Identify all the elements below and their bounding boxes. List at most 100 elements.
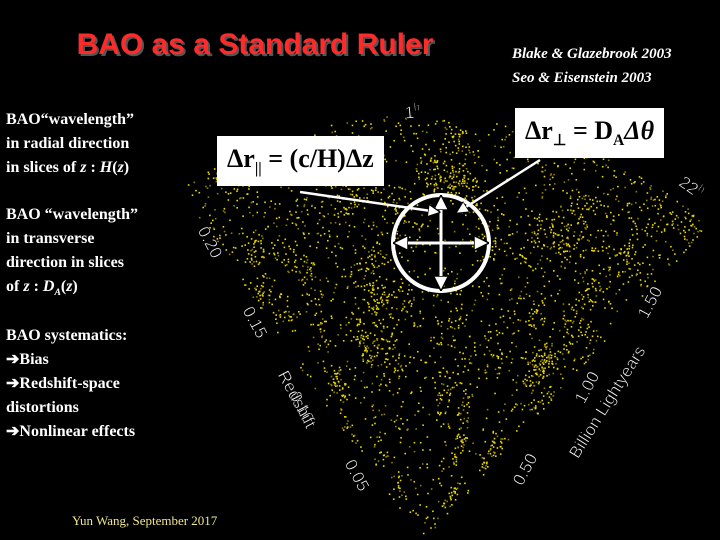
galaxy	[361, 355, 364, 357]
galaxy	[333, 214, 336, 216]
galaxy	[434, 251, 436, 254]
galaxy	[524, 382, 526, 385]
text: :	[86, 159, 100, 176]
galaxy	[356, 205, 358, 208]
galaxy	[385, 366, 388, 368]
galaxy	[294, 329, 297, 332]
galaxy	[376, 306, 379, 309]
galaxy	[636, 238, 639, 241]
galaxy	[449, 505, 452, 508]
galaxy	[376, 242, 378, 244]
galaxy	[233, 205, 235, 207]
galaxy	[301, 369, 304, 372]
galaxy	[551, 219, 553, 221]
galaxy	[545, 348, 547, 350]
galaxy	[608, 245, 611, 248]
galaxy	[509, 289, 512, 291]
galaxy	[317, 362, 319, 364]
galaxy	[446, 391, 448, 394]
galaxy	[505, 254, 508, 257]
galaxy	[310, 272, 313, 275]
galaxy	[416, 170, 418, 172]
galaxy	[439, 371, 442, 374]
galaxy	[351, 433, 353, 436]
galaxy	[490, 211, 492, 213]
galaxy	[348, 394, 351, 396]
galaxy	[572, 309, 575, 311]
galaxy	[384, 432, 386, 435]
galaxy	[593, 250, 596, 252]
galaxy	[330, 222, 332, 224]
galaxy	[384, 405, 387, 407]
galaxy	[497, 357, 499, 360]
galaxy	[236, 190, 238, 192]
galaxy	[652, 255, 654, 258]
galaxy	[394, 346, 396, 349]
galaxy	[429, 355, 431, 357]
galaxy	[300, 366, 302, 369]
galaxy	[346, 422, 348, 425]
galaxy	[491, 308, 494, 310]
galaxy	[456, 435, 459, 438]
galaxy	[382, 303, 385, 305]
galaxy	[259, 294, 261, 297]
galaxy	[516, 430, 518, 432]
text-line: of z : DA(z)	[6, 275, 138, 305]
galaxy	[540, 319, 542, 321]
galaxy	[462, 401, 464, 404]
galaxy	[263, 256, 265, 259]
galaxy	[546, 257, 549, 260]
galaxy	[684, 238, 686, 240]
galaxy	[622, 283, 625, 285]
galaxy	[393, 327, 395, 330]
galaxy	[601, 246, 604, 248]
galaxy	[642, 262, 644, 264]
galaxy	[380, 330, 383, 332]
galaxy	[301, 294, 304, 297]
galaxy	[303, 204, 306, 206]
galaxy	[314, 387, 317, 390]
galaxy	[279, 295, 281, 298]
galaxy	[262, 285, 264, 288]
galaxy	[485, 465, 487, 467]
galaxy	[538, 213, 541, 216]
galaxy	[429, 204, 432, 207]
galaxy	[483, 280, 485, 283]
galaxy	[501, 352, 503, 354]
galaxy	[648, 263, 651, 266]
galaxy	[525, 208, 527, 210]
galaxy	[581, 317, 583, 320]
galaxy	[478, 227, 480, 230]
galaxy	[303, 233, 305, 235]
galaxy	[692, 239, 694, 241]
galaxy	[260, 247, 262, 249]
galaxy	[212, 177, 215, 179]
galaxy	[419, 310, 421, 313]
galaxy	[538, 362, 541, 365]
galaxy	[582, 220, 585, 222]
galaxy	[526, 379, 528, 382]
galaxy	[447, 423, 450, 425]
galaxy	[473, 154, 475, 156]
galaxy	[612, 215, 615, 218]
galaxy	[644, 244, 646, 246]
galaxy	[580, 213, 582, 216]
galaxy	[385, 254, 388, 256]
galaxy	[553, 173, 555, 176]
galaxy	[461, 150, 464, 152]
galaxy	[378, 319, 381, 322]
galaxy	[526, 282, 529, 284]
galaxy	[552, 226, 554, 228]
galaxy	[372, 192, 374, 194]
galaxy	[455, 438, 457, 440]
galaxy	[507, 310, 510, 312]
galaxy	[532, 359, 535, 361]
galaxy	[676, 224, 679, 226]
galaxy	[219, 234, 221, 237]
galaxy	[631, 274, 633, 277]
galaxy	[544, 271, 546, 273]
galaxy	[559, 246, 561, 249]
galaxy	[330, 300, 332, 302]
galaxy	[460, 445, 463, 447]
